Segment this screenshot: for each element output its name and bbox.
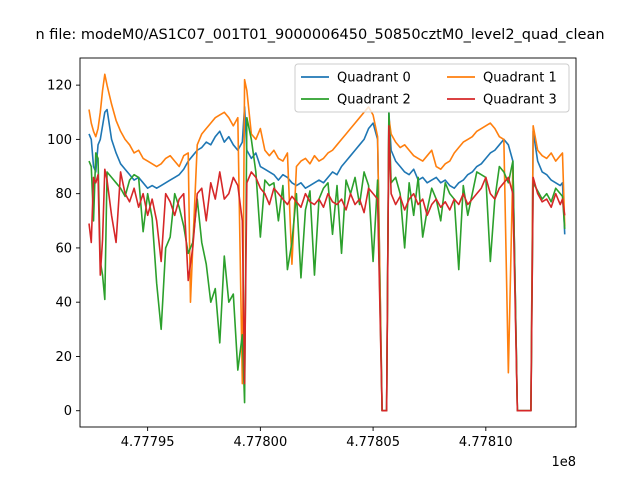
x-axis-offset-label: 1e8 — [551, 455, 576, 470]
y-tick-label: 40 — [55, 296, 72, 311]
y-tick-label: 100 — [47, 133, 72, 148]
y-tick-label: 80 — [55, 187, 72, 202]
legend-label-quadrant-2: Quadrant 2 — [337, 93, 411, 108]
axes-frame — [79, 57, 577, 428]
legend: Quadrant 0 Quadrant 1 Quadrant 2 Quadrant 3 — [294, 63, 570, 113]
y-tick-label: 20 — [55, 350, 72, 365]
y-tick-label: 0 — [64, 404, 72, 419]
series-line-quadrant-3 — [88, 125, 566, 412]
legend-label-quadrant-0: Quadrant 0 — [337, 71, 411, 86]
x-tick-label: 4.77800 — [233, 435, 287, 450]
chart-title: n file: modeM0/AS1C07_001T01_9000006450_… — [35, 27, 604, 43]
series-group — [88, 73, 566, 412]
axes: 4.77795 4.77800 4.77805 4.77810 0 20 40 60 80 100… — [47, 57, 577, 450]
series-line-quadrant-0 — [88, 106, 566, 412]
y-tick-label: 60 — [55, 241, 72, 256]
y-tick-label: 120 — [47, 79, 72, 94]
x-tick-label: 4.77810 — [459, 435, 513, 450]
series-line-quadrant-1 — [88, 73, 566, 412]
legend-label-quadrant-1: Quadrant 1 — [483, 71, 557, 86]
x-tick-label: 4.77805 — [346, 435, 400, 450]
x-tick-label: 4.77795 — [121, 435, 175, 450]
legend-box — [294, 63, 570, 113]
legend-label-quadrant-3: Quadrant 3 — [483, 93, 557, 108]
